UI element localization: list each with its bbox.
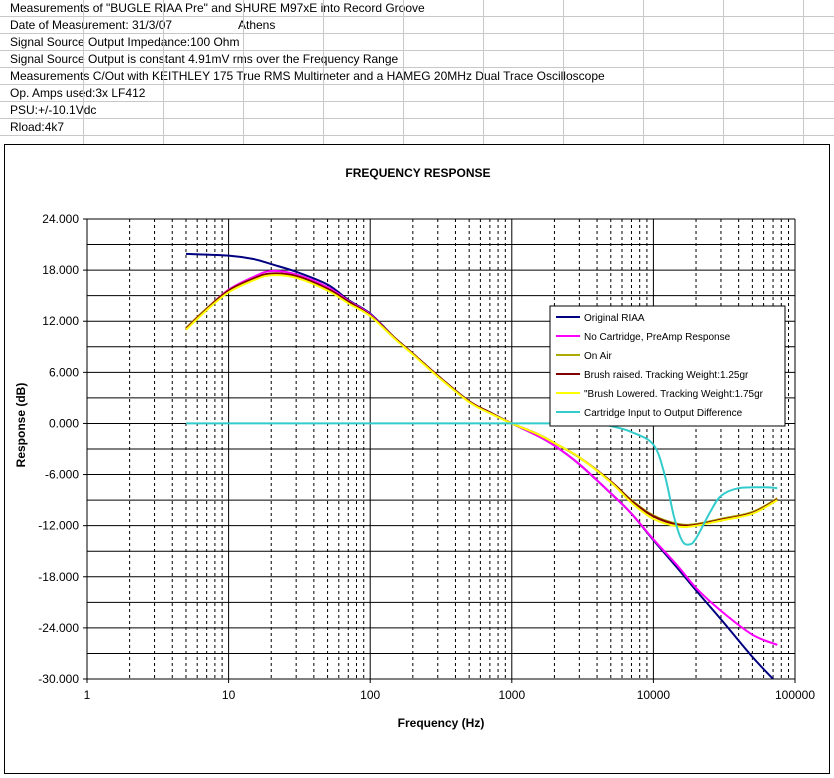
legend-label: Original RIAA xyxy=(584,313,645,324)
y-tick-label: -12.000 xyxy=(38,519,79,533)
sheet-cell[interactable]: PSU:+/-10.1Vdc xyxy=(0,102,834,119)
sheet-row[interactable]: Op. Amps used:3x LF412 xyxy=(0,85,834,102)
chart-title: FREQUENCY RESPONSE xyxy=(345,166,490,180)
sheet-column-line xyxy=(323,0,324,144)
grid xyxy=(86,218,796,680)
cell-text: Date of Measurement: 31/3/07 xyxy=(10,18,173,32)
x-tick-label: 100000 xyxy=(775,688,815,702)
chart-area[interactable]: FREQUENCY RESPONSE Frequency (Hz) Respon… xyxy=(4,144,830,774)
cell-text: Signal Source Output Impedance:100 Ohm xyxy=(10,35,240,49)
sheet-column-line xyxy=(83,0,84,144)
sheet-cell[interactable]: Measurements of "BUGLE RIAA Pre" and SHU… xyxy=(0,0,834,17)
sheet-column-line xyxy=(163,0,164,144)
sheet-row[interactable]: Signal Source Output Impedance:100 Ohm xyxy=(0,34,834,51)
sheet-row[interactable]: Signal Source Output is constant 4.91mV … xyxy=(0,51,834,68)
sheet-column-line xyxy=(643,0,644,144)
x-tick-label: 10000 xyxy=(637,688,671,702)
legend-label: Cartridge Input to Output Difference xyxy=(584,408,743,419)
x-tick-label: 10 xyxy=(222,688,236,702)
sheet-column-line xyxy=(403,0,404,144)
sheet-cell[interactable]: Measurements C/Out with KEITHLEY 175 Tru… xyxy=(0,68,834,85)
legend-label: No Cartridge, PreAmp Response xyxy=(584,332,731,343)
sheet-row[interactable]: Measurements of "BUGLE RIAA Pre" and SHU… xyxy=(0,0,834,17)
sheet-row[interactable]: Measurements C/Out with KEITHLEY 175 Tru… xyxy=(0,68,834,85)
y-tick-label: 0.000 xyxy=(49,416,79,430)
cell-text: PSU:+/-10.1Vdc xyxy=(10,103,97,117)
frequency-response-chart: FREQUENCY RESPONSE Frequency (Hz) Respon… xyxy=(14,166,815,730)
sheet-row[interactable]: PSU:+/-10.1Vdc xyxy=(0,102,834,119)
y-tick-label: -30.000 xyxy=(38,672,79,686)
legend-label: On Air xyxy=(584,351,612,362)
sheet-column-line xyxy=(243,0,244,144)
x-tick-label: 1000 xyxy=(498,688,525,702)
sheet-cell[interactable]: Signal Source Output Impedance:100 Ohm xyxy=(0,34,834,51)
sheet-row[interactable]: Rload:4k7 xyxy=(0,119,834,136)
y-tick-label: -6.000 xyxy=(45,468,79,482)
axes: 24.000 18.000 12.000 6.000 0.000 -6.000 -12.00… xyxy=(38,212,815,702)
sheet-cell[interactable]: Rload:4k7 xyxy=(0,119,834,136)
sheet-row[interactable]: Date of Measurement: 31/3/07 Athens xyxy=(0,17,834,34)
y-axis-label: Response (dB) xyxy=(14,383,28,468)
legend-label: Brush raised. Tracking Weight:1.25gr xyxy=(584,370,749,381)
sheet-cell[interactable]: Signal Source Output is constant 4.91mV … xyxy=(0,51,834,68)
cell-text: Measurements of "BUGLE RIAA Pre" and SHU… xyxy=(10,1,425,15)
series-line-5 xyxy=(186,422,778,546)
y-tick-label: 24.000 xyxy=(42,212,79,226)
x-axis-label: Frequency (Hz) xyxy=(398,716,485,730)
cell-text: Op. Amps used:3x LF412 xyxy=(10,86,146,100)
legend[interactable]: Original RIAA No Cartridge, PreAmp Respon… xyxy=(549,305,786,427)
x-tick-label: 100 xyxy=(360,688,380,702)
cell-text: Rload:4k7 xyxy=(10,120,65,134)
sheet-column-line xyxy=(563,0,564,144)
y-tick-label: -24.000 xyxy=(38,621,79,635)
y-tick-label: 18.000 xyxy=(42,263,79,277)
sheet-cell[interactable]: Date of Measurement: 31/3/07 Athens xyxy=(0,17,834,34)
sheet-column-line xyxy=(723,0,724,144)
sheet-cell[interactable]: Op. Amps used:3x LF412 xyxy=(0,85,834,102)
y-tick-label: 6.000 xyxy=(49,365,79,379)
y-tick-label: 12.000 xyxy=(42,314,79,328)
legend-box[interactable] xyxy=(549,305,786,427)
cell-text: Measurements C/Out with KEITHLEY 175 Tru… xyxy=(10,69,605,83)
cell-text: Signal Source Output is constant 4.91mV … xyxy=(10,52,399,66)
y-tick-label: -18.000 xyxy=(38,570,79,584)
cell-text-extra: Athens xyxy=(238,18,276,32)
series-group xyxy=(185,252,778,679)
legend-label: "Brush Lowered. Tracking Weight:1.75gr xyxy=(584,389,764,400)
x-tick-label: 1 xyxy=(84,688,91,702)
sheet-column-line xyxy=(483,0,484,144)
sheet-column-line xyxy=(803,0,804,144)
